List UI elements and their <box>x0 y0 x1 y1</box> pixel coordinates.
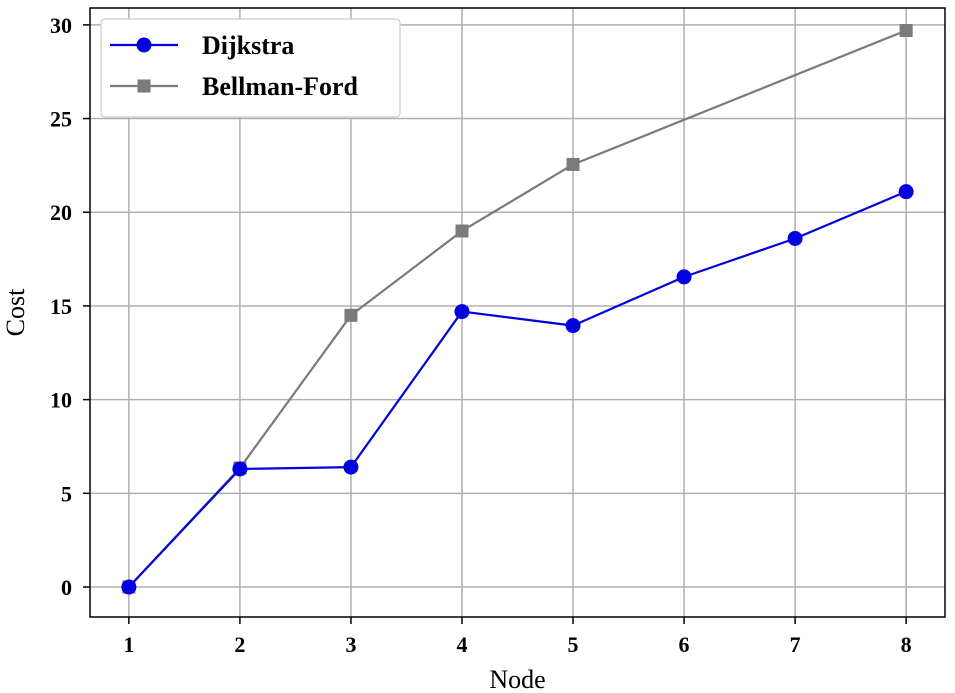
y-axis-label: Cost <box>1 288 30 336</box>
legend-label-bellman-ford: Bellman-Ford <box>202 72 359 101</box>
legend-box <box>100 18 401 118</box>
x-tick-label: 3 <box>345 632 356 657</box>
legend: Dijkstra Bellman-Ford <box>100 18 401 118</box>
axis-ticks: 1 2 3 4 5 6 7 8 0 5 10 15 20 25 30 <box>50 13 912 657</box>
data-point-bellman-ford <box>455 224 469 238</box>
y-tick-label: 15 <box>50 294 72 319</box>
x-axis-label: Node <box>489 665 545 693</box>
y-tick-label: 30 <box>50 13 72 38</box>
y-tick-label: 20 <box>50 200 72 225</box>
legend-marker-bellman-ford <box>137 79 151 93</box>
x-tick-label: 4 <box>456 632 467 657</box>
plot-area-frame <box>89 7 946 618</box>
data-point-dijkstra <box>454 304 470 320</box>
y-tick-label: 5 <box>61 481 72 506</box>
series-line-dijkstra <box>128 190 907 588</box>
y-tick-label: 0 <box>61 575 72 600</box>
data-point-dijkstra <box>787 230 803 246</box>
data-point-bellman-ford <box>344 308 358 322</box>
series-group <box>121 23 914 595</box>
x-tick-label: 7 <box>790 632 801 657</box>
x-tick-label: 5 <box>568 632 579 657</box>
legend-marker-dijkstra <box>136 37 152 53</box>
x-tick-label: 6 <box>679 632 690 657</box>
x-tick-label: 8 <box>901 632 912 657</box>
data-point-bellman-ford <box>899 23 913 37</box>
data-point-dijkstra <box>676 269 692 285</box>
grid-lines <box>90 8 945 617</box>
x-tick-label: 2 <box>234 632 245 657</box>
data-point-bellman-ford <box>566 157 580 171</box>
y-tick-label: 25 <box>50 107 72 132</box>
data-point-dijkstra <box>898 184 914 200</box>
legend-label-dijkstra: Dijkstra <box>202 31 294 60</box>
data-point-dijkstra <box>232 461 248 477</box>
data-point-dijkstra <box>121 579 137 595</box>
y-tick-label: 10 <box>50 388 72 413</box>
data-point-dijkstra <box>565 318 581 334</box>
x-tick-label: 1 <box>123 632 134 657</box>
data-point-dijkstra <box>343 459 359 475</box>
